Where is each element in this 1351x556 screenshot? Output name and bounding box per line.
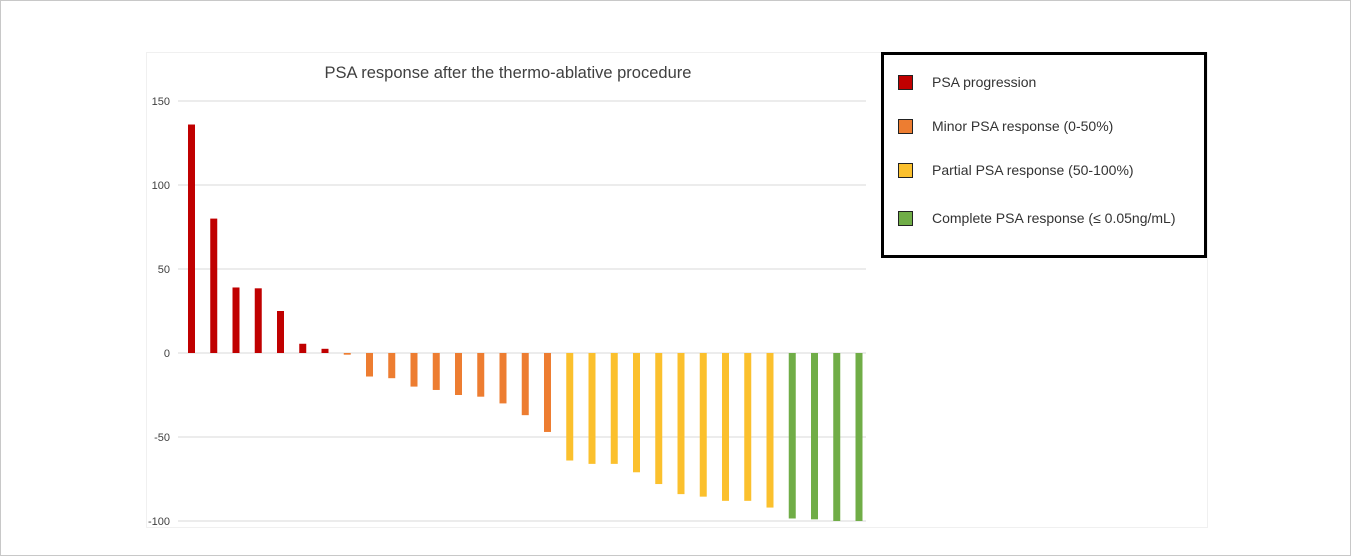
legend-swatch-partial-response (898, 162, 913, 178)
y-axis-ticks: 150 100 50 0 -50 -100 (148, 96, 170, 528)
bar-8 (343, 353, 351, 355)
bar-12 (432, 353, 440, 390)
legend: PSA progression Minor PSA response (0-50… (881, 52, 1207, 258)
bar-5 (277, 311, 284, 353)
bar-18 (566, 353, 574, 461)
legend-label: PSA progression (932, 74, 1037, 90)
legend-item-psa-progression: PSA progression (898, 74, 1036, 90)
grid-lines (178, 100, 866, 522)
bar-15 (499, 353, 507, 404)
bar-16 (521, 353, 529, 416)
bar-25 (722, 353, 729, 501)
chart-area (146, 52, 1208, 528)
bar-14 (477, 353, 485, 397)
bar-29 (811, 353, 818, 520)
legend-swatch-complete-response (898, 210, 913, 226)
bar-21 (633, 353, 640, 473)
bar-27 (766, 353, 774, 508)
bar-11 (410, 353, 418, 387)
bar-7 (321, 348, 329, 353)
bar-2 (210, 218, 218, 353)
legend-label: Minor PSA response (0-50%) (932, 118, 1114, 134)
bar-4 (254, 288, 262, 353)
y-tick-label: -100 (148, 516, 170, 528)
bar-19 (588, 353, 596, 464)
bar-30 (833, 353, 841, 521)
bar-22 (655, 353, 663, 485)
legend-label: Partial PSA response (50-100%) (932, 162, 1134, 178)
bar-17 (544, 353, 551, 432)
bar-26 (744, 353, 752, 501)
bar-24 (699, 353, 707, 497)
legend-swatch-minor-response (898, 118, 913, 134)
bar-1 (188, 124, 195, 354)
y-tick-label: 0 (164, 348, 170, 360)
chart-title: PSA response after the thermo-ablative p… (325, 64, 692, 82)
y-tick-label: -50 (154, 432, 170, 444)
bar-9 (366, 353, 373, 377)
y-tick-label: 100 (152, 180, 170, 192)
y-tick-label: 150 (152, 96, 170, 108)
bar-3 (232, 287, 240, 353)
legend-item-partial-response: Partial PSA response (50-100%) (898, 162, 1134, 178)
legend-item-complete-response: Complete PSA response (≤ 0.05ng/mL) (898, 210, 1175, 226)
bar-23 (677, 353, 685, 495)
bar-13 (455, 353, 462, 395)
bars (188, 124, 863, 521)
y-tick-label: 50 (158, 264, 170, 276)
legend-label: Complete PSA response (≤ 0.05ng/mL) (932, 210, 1176, 226)
bar-20 (610, 353, 618, 464)
legend-swatch-psa-progression (898, 74, 913, 90)
bar-6 (299, 343, 307, 353)
bar-31 (855, 353, 863, 521)
bar-28 (788, 353, 796, 519)
legend-item-minor-response: Minor PSA response (0-50%) (898, 118, 1113, 134)
bar-10 (388, 353, 396, 379)
